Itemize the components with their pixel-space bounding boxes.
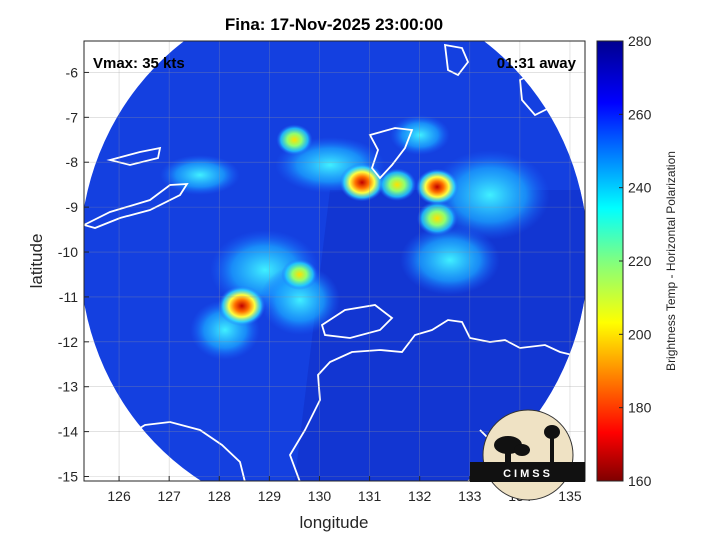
coastline-tiwi <box>320 304 394 339</box>
convective-cell <box>339 163 385 202</box>
x-tick-label: 135 <box>558 488 582 504</box>
cloud-band-south <box>260 265 340 335</box>
x-tick-label: 127 <box>157 488 181 504</box>
coastline-aru <box>443 43 470 77</box>
x-tick-label: 128 <box>208 488 232 504</box>
y-tick-label: -15 <box>58 469 78 485</box>
x-axis-label: longitude <box>299 513 368 532</box>
y-tick-label: -11 <box>59 289 78 305</box>
time-away-annotation: 01:31 away <box>497 55 577 72</box>
colorbar-ticks: 280 260 240 220 200 180 160 <box>619 33 652 489</box>
y-tick-label: -10 <box>58 244 78 260</box>
coastline-tanimbar <box>368 127 414 180</box>
coastline-island-nw <box>106 146 162 166</box>
x-tick-label: 132 <box>408 488 432 504</box>
convective-cell <box>377 168 417 201</box>
convective-cell <box>416 201 458 236</box>
logo-text: CIMSS <box>503 468 553 480</box>
coastline-kimberley <box>84 421 246 481</box>
chart-title: Fina: 17-Nov-2025 23:00:00 <box>225 15 443 34</box>
axes-area: 126127128129130131132133134135 -6-7-8-9-… <box>27 40 586 532</box>
colorbar-tick-label: 280 <box>628 33 652 49</box>
cimss-logo: CIMSS <box>470 409 585 501</box>
colorbar-tick-label: 240 <box>628 180 652 196</box>
x-tick-label: 133 <box>458 488 482 504</box>
convective-cell <box>276 124 313 156</box>
y-tick-label: -6 <box>66 64 79 80</box>
cloud-band-east <box>430 150 550 240</box>
x-tick-label: 130 <box>308 488 332 504</box>
cloud-band-east-2 <box>400 225 500 295</box>
coastline-timor <box>84 182 189 229</box>
axes-frame <box>83 40 586 482</box>
colorbar-tick-label: 200 <box>628 326 652 342</box>
y-tick-label: -14 <box>58 424 78 440</box>
coastline-australia <box>289 319 585 481</box>
y-tick-label: -9 <box>66 199 79 215</box>
cloud-band-nw <box>160 155 240 195</box>
y-tick-label: -12 <box>58 334 78 350</box>
vmax-annotation: Vmax: 35 kts <box>93 55 185 72</box>
y-axis-label: latitude <box>27 234 46 289</box>
coastline-newguinea-tip <box>519 68 562 117</box>
logo-circle <box>482 409 574 501</box>
y-axis: -6 -7 -8 -9 -10 -11 -12 -13 -14 -15 <box>58 64 89 485</box>
convective-cell <box>281 259 318 290</box>
x-tick-label: 129 <box>258 488 282 504</box>
microwave-swath <box>84 41 585 481</box>
colorbar: 280 260 240 220 200 180 160 Brightness Temp - … <box>596 33 678 489</box>
convective-cell <box>415 168 459 206</box>
y-tick-label: -8 <box>66 154 79 170</box>
colorbar-tick-label: 180 <box>628 400 652 416</box>
colorbar-label: Brightness Temp - Horizontal Polarizatio… <box>664 151 678 371</box>
colorbar-tick-label: 260 <box>628 106 652 122</box>
x-tick-label: 126 <box>107 488 131 504</box>
cloud-band-ne <box>390 115 450 155</box>
y-tick-label: -13 <box>58 379 78 395</box>
logo-dish-icon <box>494 436 530 462</box>
warm-features <box>218 124 459 326</box>
colorbar-gradient <box>596 40 624 482</box>
colorbar-tick-label: 220 <box>628 253 652 269</box>
y-tick-label: -7 <box>66 109 79 125</box>
logo-tower-icon <box>544 425 560 462</box>
convective-cell <box>218 285 266 326</box>
colorbar-tick-label: 160 <box>628 473 652 489</box>
coastlines <box>84 43 585 481</box>
x-tick-label: 131 <box>358 488 382 504</box>
logo-band <box>470 462 585 482</box>
